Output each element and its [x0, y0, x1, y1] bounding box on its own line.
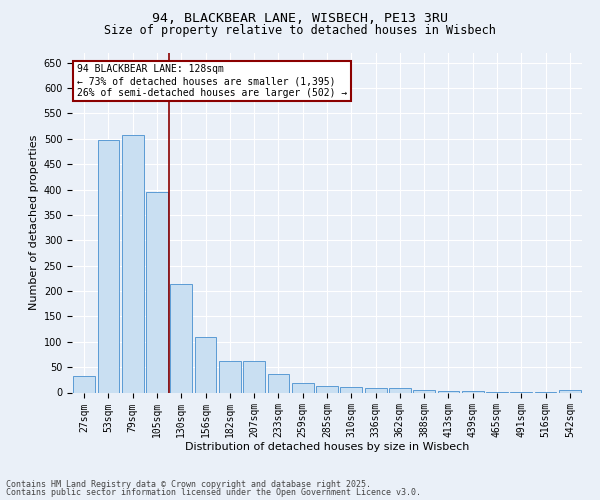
Bar	[268, 374, 289, 392]
Bar	[194, 336, 217, 392]
Text: 94, BLACKBEAR LANE, WISBECH, PE13 3RU: 94, BLACKBEAR LANE, WISBECH, PE13 3RU	[152, 12, 448, 26]
Text: Contains public sector information licensed under the Open Government Licence v3: Contains public sector information licen…	[6, 488, 421, 497]
Y-axis label: Number of detached properties: Number of detached properties	[29, 135, 40, 310]
Bar	[389, 388, 411, 392]
Bar	[559, 390, 581, 392]
Bar	[219, 361, 241, 392]
Bar	[73, 376, 95, 392]
Bar	[122, 135, 143, 392]
Text: 94 BLACKBEAR LANE: 128sqm
← 73% of detached houses are smaller (1,395)
26% of se: 94 BLACKBEAR LANE: 128sqm ← 73% of detac…	[77, 64, 347, 98]
Bar	[437, 391, 460, 392]
Bar	[97, 140, 119, 392]
Bar	[365, 388, 386, 392]
X-axis label: Distribution of detached houses by size in Wisbech: Distribution of detached houses by size …	[185, 442, 469, 452]
Text: Size of property relative to detached houses in Wisbech: Size of property relative to detached ho…	[104, 24, 496, 37]
Bar	[146, 192, 168, 392]
Bar	[243, 361, 265, 392]
Bar	[292, 384, 314, 392]
Text: Contains HM Land Registry data © Crown copyright and database right 2025.: Contains HM Land Registry data © Crown c…	[6, 480, 371, 489]
Bar	[170, 284, 192, 393]
Bar	[413, 390, 435, 392]
Bar	[340, 388, 362, 392]
Bar	[316, 386, 338, 392]
